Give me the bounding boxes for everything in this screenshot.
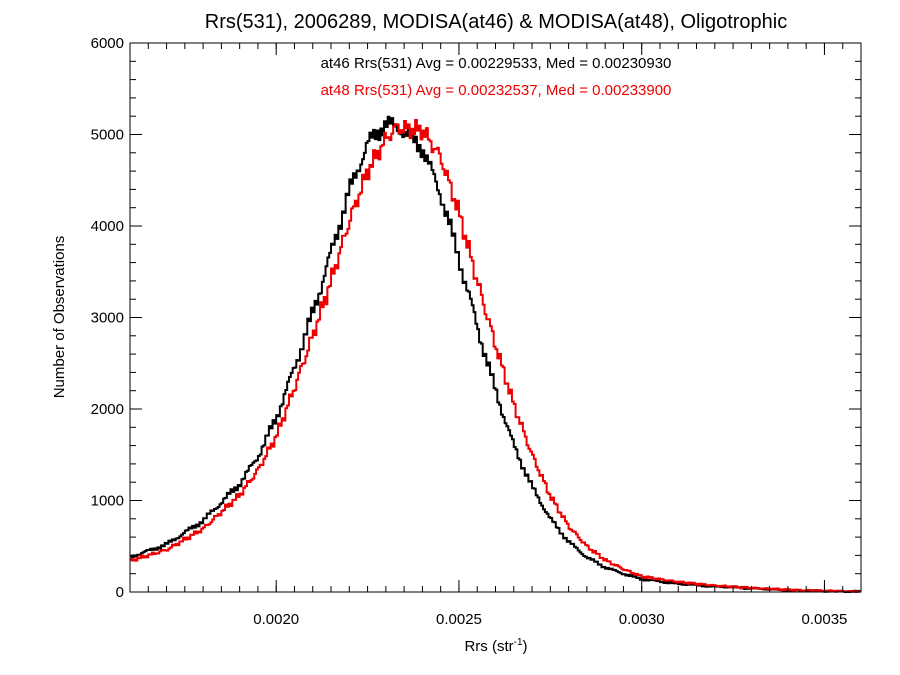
x-axis-label-main: Rrs (str xyxy=(464,638,513,655)
annotation-at46: at46 Rrs(531) Avg = 0.00229533, Med = 0.… xyxy=(321,55,672,72)
plot-frame xyxy=(129,42,862,593)
series-line-at46 xyxy=(130,115,861,593)
y-tick-label: 6000 xyxy=(91,35,124,52)
chart-title: Rrs(531), 2006289, MODISA(at46) & MODISA… xyxy=(205,11,787,33)
y-tick-label: 3000 xyxy=(91,310,124,327)
y-tick-label: 1000 xyxy=(91,493,124,510)
y-tick-label: 5000 xyxy=(91,127,124,144)
series-layer xyxy=(130,115,861,593)
y-tick-label: 2000 xyxy=(91,401,124,418)
ticks-layer: 0.0020 0.0025 0.0030 0.0035 0 1000 2000 3000 400… xyxy=(91,35,862,628)
x-axis-label-end: ) xyxy=(523,638,528,655)
y-tick-label: 4000 xyxy=(91,218,124,235)
x-tick-label: 0.0030 xyxy=(619,611,665,628)
series-line-at48 xyxy=(130,118,861,593)
x-axis-label-sup: -1 xyxy=(514,637,523,648)
x-tick-label: 0.0035 xyxy=(802,611,848,628)
x-tick-label: 0.0020 xyxy=(253,611,299,628)
y-tick-label: 0 xyxy=(116,584,124,601)
x-tick-label: 0.0025 xyxy=(436,611,482,628)
annotation-at48: at48 Rrs(531) Avg = 0.00232537, Med = 0.… xyxy=(321,82,672,99)
y-axis-label: Number of Observations xyxy=(51,236,68,399)
x-axis-label: Rrs (str-1) xyxy=(464,637,527,655)
